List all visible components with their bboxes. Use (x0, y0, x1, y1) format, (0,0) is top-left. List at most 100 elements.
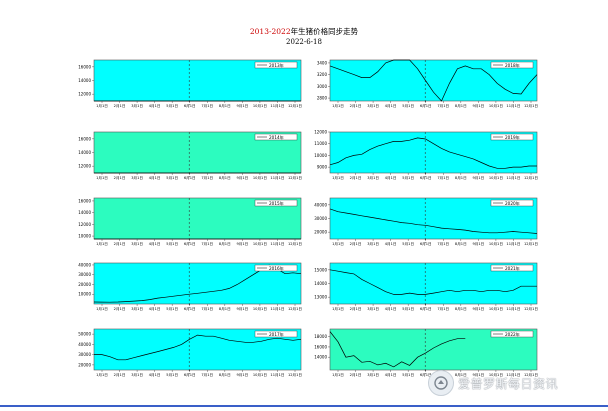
x-tick-label: 8月1日 (219, 306, 231, 311)
y-tick-label: 20000 (78, 282, 91, 287)
y-tick-label: 40000 (314, 202, 327, 207)
x-tick-label: 10月1日 (253, 241, 267, 246)
x-tick-label: 5月1日 (402, 372, 414, 377)
x-tick-label: 6月1日 (184, 103, 196, 108)
x-tick-label: 5月1日 (166, 175, 178, 180)
x-tick-label: 10月1日 (489, 241, 503, 246)
x-tick-label: 9月1日 (472, 103, 484, 108)
x-tick-label: 10月1日 (489, 306, 503, 311)
y-tick-label: 2800 (317, 96, 328, 101)
y-tick-label: 16000 (78, 136, 91, 141)
y-tick-label: 14000 (78, 78, 91, 83)
x-tick-label: 6月1日 (184, 241, 196, 246)
x-tick-label: 12月1日 (524, 372, 538, 377)
x-tick-label: 9月1日 (236, 241, 248, 246)
series-line-2020年 (329, 208, 538, 234)
legend-label: 2015年 (269, 200, 284, 207)
x-tick-label: 5月1日 (166, 372, 178, 377)
x-tick-label: 10月1日 (253, 175, 267, 180)
x-tick-label: 9月1日 (236, 306, 248, 311)
x-tick-label: 11月1日 (270, 372, 284, 377)
y-tick-label: 3200 (317, 72, 328, 77)
x-tick-label: 5月1日 (402, 241, 414, 246)
x-tick-label: 2月1日 (114, 175, 126, 180)
legend-label: 2014年 (269, 134, 284, 141)
x-tick-label: 10月1日 (489, 103, 503, 108)
y-tick-label: 40000 (78, 262, 91, 267)
x-tick-label: 12月1日 (288, 103, 302, 108)
x-tick-label: 11月1日 (506, 175, 520, 180)
x-tick-label: 12月1日 (524, 175, 538, 180)
x-tick-label: 5月1日 (402, 306, 414, 311)
x-tick-label: 9月1日 (472, 372, 484, 377)
legend-box (490, 199, 534, 207)
x-tick-label: 4月1日 (149, 103, 161, 108)
legend-box (254, 330, 298, 338)
x-tick-label: 4月1日 (385, 372, 397, 377)
x-tick-label: 4月1日 (385, 306, 397, 311)
x-tick-label: 1月1日 (332, 103, 344, 108)
legend-box (254, 199, 298, 207)
x-tick-label: 8月1日 (455, 103, 467, 108)
x-tick-label: 12月1日 (524, 103, 538, 108)
x-tick-label: 11月1日 (506, 241, 520, 246)
x-tick-label: 5月1日 (402, 103, 414, 108)
x-tick-label: 3月1日 (367, 372, 379, 377)
y-tick-label: 3000 (317, 84, 328, 89)
watermark-text: 爱普罗斯每日资讯 (458, 376, 559, 391)
series-line-2019年 (329, 137, 537, 169)
x-tick-label: 2月1日 (114, 306, 126, 311)
x-tick-label: 6月1日 (420, 306, 432, 311)
x-tick-label: 8月1日 (219, 241, 231, 246)
y-tick-label: 10000 (314, 153, 327, 158)
x-tick-label: 3月1日 (131, 175, 143, 180)
legend-label: 2022年 (505, 331, 520, 338)
x-tick-label: 11月1日 (506, 306, 520, 311)
x-tick-label: 10月1日 (253, 306, 267, 311)
x-tick-label: 8月1日 (219, 372, 231, 377)
x-tick-label: 7月1日 (201, 241, 213, 246)
title-years: 2013-2022 (249, 27, 291, 36)
y-tick-label: 18000 (314, 334, 327, 339)
x-tick-label: 3月1日 (367, 103, 379, 108)
x-tick-label: 3月1日 (367, 175, 379, 180)
legend-box (254, 61, 298, 69)
x-tick-label: 3月1日 (131, 241, 143, 246)
x-tick-label: 1月1日 (96, 241, 108, 246)
legend-box (490, 133, 534, 141)
x-tick-label: 7月1日 (437, 175, 449, 180)
x-tick-label: 11月1日 (506, 103, 520, 108)
x-tick-label: 10月1日 (253, 103, 267, 108)
y-tick-label: 20000 (78, 362, 91, 367)
x-tick-label: 6月1日 (184, 372, 196, 377)
x-tick-label: 3月1日 (131, 372, 143, 377)
x-tick-label: 12月1日 (524, 241, 538, 246)
x-tick-label: 1月1日 (332, 175, 344, 180)
y-tick-label: 14000 (78, 210, 91, 215)
legend-label: 2013年 (269, 62, 284, 69)
x-tick-label: 6月1日 (420, 103, 432, 108)
x-tick-label: 9月1日 (236, 103, 248, 108)
x-tick-label: 2月1日 (350, 241, 362, 246)
x-tick-label: 11月1日 (270, 175, 284, 180)
x-tick-label: 8月1日 (455, 175, 467, 180)
x-tick-label: 4月1日 (149, 372, 161, 377)
y-tick-label: 30000 (78, 272, 91, 277)
x-tick-label: 4月1日 (385, 103, 397, 108)
x-tick-label: 6月1日 (420, 241, 432, 246)
legend-label: 2016年 (269, 265, 284, 272)
x-tick-label: 10月1日 (489, 175, 503, 180)
x-tick-label: 9月1日 (472, 306, 484, 311)
y-tick-label: 30000 (314, 216, 327, 221)
x-tick-label: 1月1日 (332, 241, 344, 246)
chart-title: 2013-2022年生猪价格同步走势 (0, 27, 608, 36)
chart-date: 2022-6-18 (286, 38, 322, 46)
y-tick-label: 12000 (78, 92, 91, 97)
legend-label: 2019年 (505, 134, 520, 141)
x-tick-label: 7月1日 (201, 175, 213, 180)
x-tick-label: 12月1日 (288, 241, 302, 246)
x-tick-label: 6月1日 (420, 175, 432, 180)
x-tick-label: 7月1日 (201, 306, 213, 311)
x-tick-label: 1月1日 (96, 103, 108, 108)
y-tick-label: 12000 (78, 222, 91, 227)
